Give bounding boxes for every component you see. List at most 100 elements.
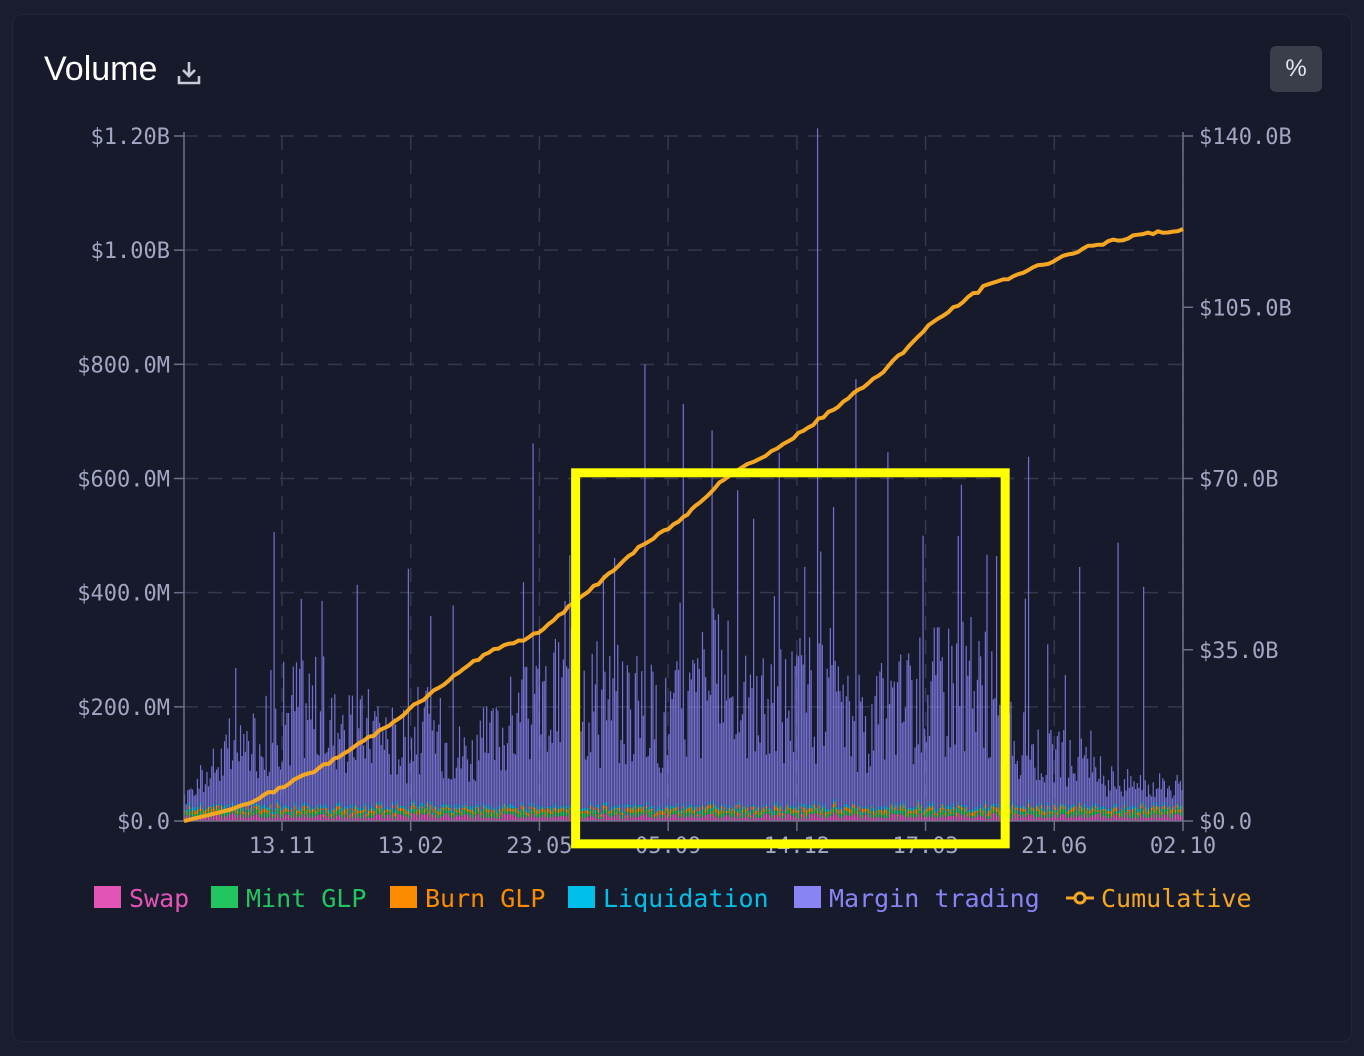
bar-liquidation: [773, 803, 776, 807]
bar-swap: [941, 814, 943, 821]
bar-liquidation: [1047, 802, 1049, 806]
bar-margin-trading: [695, 691, 697, 806]
bar-mint: [885, 815, 887, 819]
bar-swap: [454, 816, 456, 821]
bar-swap: [994, 813, 996, 821]
bar-liquidation: [781, 811, 784, 814]
bar-mint: [738, 807, 740, 814]
percent-toggle-button[interactable]: %: [1270, 46, 1322, 92]
bar-mint: [1018, 816, 1020, 819]
bar-liquidation: [276, 800, 278, 803]
bar-margin-trading: [951, 645, 953, 809]
bar-mint: [323, 817, 325, 819]
bar-burn: [644, 811, 646, 813]
bar-mint: [420, 807, 422, 814]
legend-item-swap[interactable]: Swap: [94, 884, 189, 913]
bar-burn: [916, 809, 918, 815]
bar-burn: [824, 811, 827, 817]
bar-margin-trading: [324, 753, 326, 804]
bar-margin-trading: [1131, 786, 1134, 806]
bar-swap: [516, 817, 518, 821]
bar-mint: [777, 811, 779, 815]
bar-swap: [1157, 814, 1159, 821]
bar-margin-trading: [663, 712, 665, 810]
bar-liquidation: [594, 809, 596, 814]
bar-margin-trading: [1181, 790, 1183, 805]
bar-burn: [209, 806, 211, 809]
bar-liquidation: [1024, 807, 1026, 810]
bar-liquidation: [268, 806, 270, 811]
bar-liquidation: [653, 813, 656, 815]
bar-burn: [511, 809, 513, 812]
bar-burn: [832, 804, 835, 808]
bar-mint: [386, 811, 389, 816]
bar-burn: [1075, 812, 1078, 815]
bar-mint: [275, 811, 277, 818]
bar-swap: [900, 813, 902, 821]
bar-liquidation: [502, 805, 504, 809]
bar-mint: [832, 807, 835, 813]
bar-swap: [399, 813, 401, 821]
bar-liquidation: [265, 807, 267, 810]
bar-liquidation: [663, 809, 665, 812]
bar-mint: [647, 812, 649, 817]
bar-liquidation: [1135, 806, 1137, 808]
bar-mint: [222, 814, 224, 819]
bar-liquidation: [944, 809, 947, 813]
bar-margin-trading: [781, 722, 784, 812]
bar-burn: [379, 809, 381, 813]
legend-item-burn-glp[interactable]: Burn GLP: [390, 884, 545, 913]
bar-burn: [823, 807, 825, 809]
bar-burn: [938, 810, 940, 813]
bar-margin-trading: [1119, 785, 1121, 812]
bar-mint: [634, 808, 636, 815]
bar-liquidation: [674, 806, 676, 809]
legend-item-mint-glp[interactable]: Mint GLP: [211, 884, 366, 913]
bar-swap: [583, 818, 585, 821]
bar-liquidation: [1181, 804, 1183, 807]
download-icon[interactable]: [176, 60, 202, 86]
bar-burn: [195, 810, 197, 815]
legend-item-liquidation[interactable]: Liquidation: [568, 884, 769, 913]
bar-margin-trading: [698, 668, 700, 806]
bar-margin-trading: [652, 671, 654, 806]
bar-mint: [529, 809, 531, 814]
bar-margin-trading: [265, 695, 267, 808]
bar-margin-trading: [874, 695, 876, 811]
bar-liquidation: [721, 804, 723, 806]
bar-liquidation: [719, 807, 721, 811]
bar-burn: [954, 809, 956, 811]
bar-burn: [342, 811, 344, 816]
bar-swap: [556, 817, 558, 821]
bar-burn: [1173, 805, 1175, 811]
bar-burn: [1130, 814, 1132, 816]
bar-liquidation: [446, 804, 448, 806]
bar-mint: [463, 809, 465, 815]
bar-burn: [1128, 809, 1130, 814]
y-left-tick-label: $600.0M: [77, 468, 170, 493]
bar-burn: [1051, 811, 1054, 814]
bar-swap: [204, 816, 206, 821]
bar-mint: [727, 813, 729, 815]
bar-swap: [439, 817, 441, 821]
legend-item-cumulative[interactable]: Cumulative: [1066, 884, 1252, 913]
bar-margin-trading: [772, 702, 774, 812]
bar-burn: [385, 809, 387, 813]
bar-burn: [663, 811, 665, 815]
bar-burn: [524, 810, 526, 814]
bar-mint: [872, 814, 875, 818]
bar-liquidation: [506, 806, 509, 810]
bar-burn: [1115, 807, 1118, 812]
bar-liquidation: [868, 807, 870, 810]
bar-mint: [960, 810, 963, 816]
bar-swap: [292, 816, 294, 821]
bar-mint: [1021, 811, 1023, 818]
legend-item-margin-trading[interactable]: Margin trading: [794, 884, 1040, 913]
bar-burn: [959, 805, 961, 809]
bar-mint: [764, 811, 766, 814]
bar-liquidation: [978, 807, 980, 811]
bar-margin-trading: [425, 690, 427, 804]
bar-swap: [452, 818, 454, 821]
bar-burn: [299, 810, 301, 813]
bar-mint: [404, 814, 406, 817]
